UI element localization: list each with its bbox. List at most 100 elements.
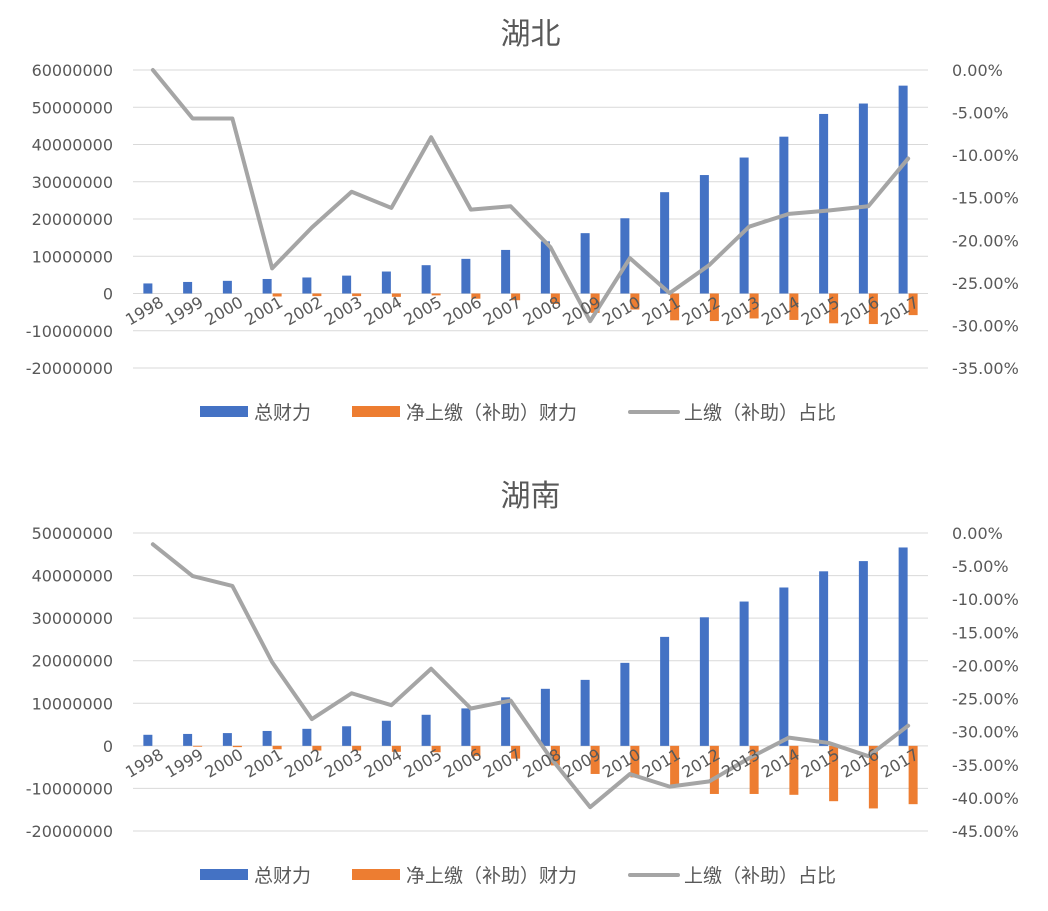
y-right-tick-label: -25.00% [952, 274, 1019, 293]
legend-net-transfer-label: 净上缴（补助）财力 [406, 865, 577, 887]
bar-total-revenue [858, 103, 868, 294]
x-tick-label: 2011 [639, 293, 684, 330]
bar-total-revenue [421, 265, 431, 294]
x-tick-label: 2002 [281, 293, 326, 330]
bar-total-revenue [381, 271, 391, 294]
x-tick-label: 2000 [202, 745, 247, 782]
y-right-tick-label: -5.00% [952, 104, 1009, 123]
x-tick-label: 2015 [798, 293, 843, 330]
legend-transfer-ratio-label: 上缴（补助）占比 [684, 865, 836, 887]
x-tick-label: 1999 [162, 293, 207, 330]
x-tick-label: 2008 [520, 745, 565, 782]
bar-total-revenue [262, 278, 272, 294]
bar-total-revenue [461, 258, 471, 294]
bar-net-transfer [590, 293, 600, 313]
bar-net-transfer [312, 745, 322, 751]
bar-net-transfer [749, 745, 759, 794]
bar-net-transfer [511, 293, 521, 301]
x-tick-label: 2008 [520, 293, 565, 330]
bar-net-transfer [670, 745, 680, 788]
x-tick-label: 2001 [241, 745, 286, 782]
bar-total-revenue [699, 175, 709, 294]
bar-total-revenue [779, 587, 789, 746]
bar-net-transfer [272, 745, 282, 750]
y-left-tick-label: 50000000 [32, 524, 113, 543]
y-left-tick-label: 0 [103, 737, 113, 756]
bar-net-transfer [630, 293, 640, 310]
bar-total-revenue [183, 733, 193, 746]
y-right-tick-label: -15.00% [952, 623, 1019, 642]
bar-net-transfer [630, 745, 640, 778]
bar-total-revenue [580, 233, 590, 294]
bar-total-revenue [739, 601, 749, 746]
bar-net-transfer [511, 745, 521, 759]
bar-total-revenue [699, 617, 709, 746]
x-tick-label: 1999 [162, 745, 207, 782]
legend-total-revenue-label: 总财力 [254, 402, 311, 424]
x-tick-label: 2005 [400, 745, 445, 782]
bar-total-revenue [143, 734, 153, 746]
x-tick-label: 2017 [877, 293, 922, 330]
y-left-tick-label: -20000000 [26, 822, 113, 841]
x-tick-label: 1998 [122, 745, 167, 782]
y-right-tick-label: 0.00% [952, 524, 1003, 543]
bar-net-transfer [789, 745, 799, 795]
x-tick-label: 2001 [241, 293, 286, 330]
legend-transfer-ratio-label: 上缴（补助）占比 [684, 402, 836, 424]
legend-total-revenue-swatch [200, 406, 248, 417]
legend-net-transfer-swatch [352, 406, 400, 417]
y-left-tick-label: 20000000 [32, 210, 113, 229]
y-left-tick-label: 0 [103, 285, 113, 304]
bar-net-transfer [829, 745, 839, 802]
x-tick-label: 2013 [718, 293, 763, 330]
bar-net-transfer [391, 745, 401, 752]
x-tick-label: 2002 [281, 745, 326, 782]
bar-net-transfer [272, 293, 282, 297]
y-left-tick-label: 10000000 [32, 247, 113, 266]
bar-net-transfer [391, 293, 401, 297]
y-right-tick-label: -10.00% [952, 590, 1019, 609]
bar-total-revenue [262, 730, 272, 746]
y-left-tick-label: -10000000 [26, 779, 113, 798]
y-right-tick-label: -20.00% [952, 231, 1019, 250]
bar-net-transfer [431, 745, 441, 753]
bar-total-revenue [222, 733, 232, 746]
bar-total-revenue [143, 283, 153, 294]
x-tick-label: 1998 [122, 293, 167, 330]
bar-total-revenue [501, 697, 511, 746]
y-right-tick-label: -20.00% [952, 656, 1019, 675]
legend-total-revenue-label: 总财力 [254, 865, 311, 887]
y-right-tick-label: -35.00% [952, 359, 1019, 378]
y-right-tick-label: -10.00% [952, 146, 1019, 165]
x-tick-label: 2000 [202, 293, 247, 330]
y-left-tick-label: -10000000 [26, 322, 113, 341]
x-tick-label: 2014 [758, 293, 803, 330]
x-tick-label: 2009 [559, 745, 604, 782]
legend-net-transfer-swatch [352, 869, 400, 880]
y-right-tick-label: -25.00% [952, 690, 1019, 709]
y-right-tick-label: -45.00% [952, 822, 1019, 841]
bar-net-transfer [709, 293, 719, 322]
x-tick-label: 2004 [361, 745, 406, 782]
y-left-tick-label: 40000000 [32, 136, 113, 155]
bar-net-transfer [471, 293, 481, 299]
y-left-tick-label: 30000000 [32, 173, 113, 192]
bar-net-transfer [908, 745, 918, 805]
y-right-tick-label: -35.00% [952, 756, 1019, 775]
bar-net-transfer [590, 745, 600, 774]
x-tick-label: 2006 [440, 293, 485, 330]
x-tick-label: 2009 [559, 293, 604, 330]
y-right-tick-label: -5.00% [952, 557, 1009, 576]
bar-net-transfer [670, 293, 680, 321]
bar-total-revenue [858, 561, 868, 746]
y-left-tick-label: -20000000 [26, 359, 113, 378]
x-tick-label: 2003 [321, 293, 366, 330]
bar-net-transfer [352, 745, 362, 751]
bar-total-revenue [421, 714, 431, 746]
bar-total-revenue [819, 571, 829, 746]
bar-net-transfer [193, 745, 203, 747]
bar-net-transfer [550, 293, 560, 304]
bar-net-transfer [550, 745, 560, 766]
bar-total-revenue [302, 728, 312, 746]
